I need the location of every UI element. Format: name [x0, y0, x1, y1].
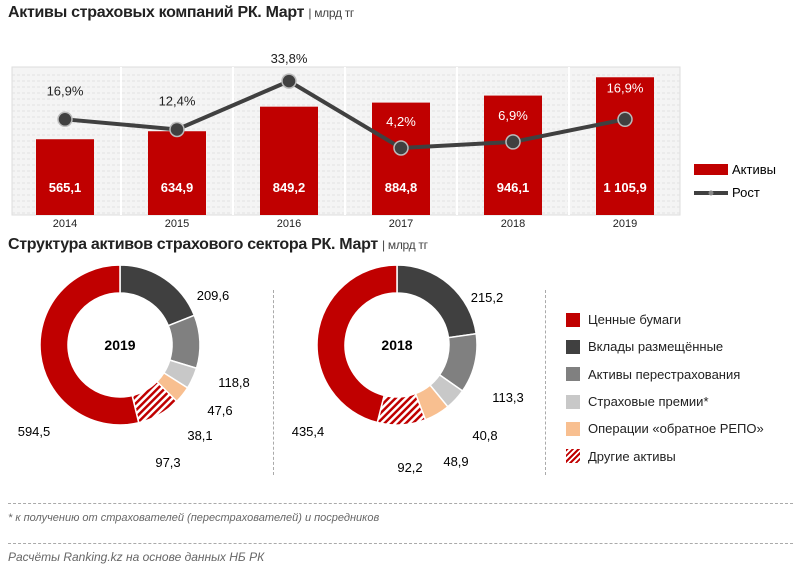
- bar-label: 849,2: [273, 180, 306, 195]
- divider: [8, 543, 793, 544]
- growth-point: [393, 140, 409, 156]
- legend-item: Ценные бумаги: [566, 306, 764, 333]
- legend-swatch: [566, 339, 580, 354]
- chart1-title: Активы страховых компаний РК. Март | млр…: [8, 4, 354, 22]
- x-tick-label: 2018: [501, 218, 525, 230]
- growth-point: [505, 134, 521, 150]
- growth-point: [169, 121, 185, 138]
- bar-2019: [596, 77, 654, 216]
- x-tick-label: 2014: [53, 218, 77, 230]
- bar-2015: [148, 131, 206, 215]
- legend-item: Вклады размещённые: [566, 333, 764, 360]
- growth-label: 6,9%: [498, 108, 528, 123]
- chart1-unit-text: млрд тг: [314, 6, 354, 20]
- growth-label: 33,8%: [271, 51, 308, 66]
- legend-swatch-assets: [694, 164, 728, 175]
- donut-label: 48,9: [443, 454, 468, 469]
- growth-point: [617, 111, 633, 128]
- legend-swatch-growth-marker: [708, 190, 714, 196]
- legend-label: Другие активы: [588, 448, 676, 464]
- legend-swatch: [566, 421, 580, 436]
- chart2-title-text: Структура активов страхового сектора РК.…: [8, 236, 378, 253]
- x-tick-label: 2019: [613, 218, 637, 230]
- x-tick-label: 2016: [277, 218, 301, 230]
- growth-point: [281, 73, 297, 89]
- bar-label: 1 105,9: [603, 180, 646, 195]
- donut-slice-5: [316, 264, 398, 424]
- legend-item: Активы перестрахования: [566, 361, 764, 388]
- legend-item: Операции «обратное РЕПО»: [566, 415, 764, 442]
- donut-label: 40,8: [472, 428, 497, 443]
- divider: [8, 503, 793, 504]
- donut-slice-5: [39, 264, 140, 426]
- bar-label: 884,8: [385, 180, 418, 195]
- bar-2018: [484, 95, 542, 215]
- donut-label: 209,6: [197, 288, 230, 303]
- bar-2016: [260, 106, 318, 215]
- donut-slice-1: [167, 314, 201, 370]
- footnote: * к получению от страхователей (перестра…: [8, 512, 380, 524]
- growth-line: [64, 78, 626, 151]
- legend-swatch: [566, 449, 580, 464]
- bar-2014: [36, 139, 94, 215]
- donut-label: 97,3: [155, 455, 180, 470]
- bar-label: 565,1: [49, 180, 82, 195]
- bar-label: 634,9: [161, 180, 194, 195]
- legend-label: Активы перестрахования: [588, 366, 741, 382]
- pie-legend: Ценные бумаги Вклады размещённые Активы …: [566, 306, 764, 470]
- donut-slice-0: [396, 264, 478, 339]
- growth-label: 16,9%: [47, 83, 84, 98]
- donut-label: 113,3: [492, 390, 524, 405]
- x-tick-label: 2015: [165, 218, 189, 230]
- growth-label: 4,2%: [386, 114, 416, 129]
- chart2-unit: | млрд тг: [382, 238, 428, 252]
- donut-slice-0: [119, 264, 196, 327]
- divider: [273, 290, 274, 475]
- bar-2017: [372, 102, 430, 215]
- donut-label: 38,1: [187, 428, 212, 443]
- legend-swatch: [566, 312, 580, 327]
- legend-label: Вклады размещённые: [588, 339, 724, 355]
- donut-center-label: 2019: [104, 337, 135, 353]
- chart2-title: Структура активов страхового сектора РК.…: [8, 236, 428, 254]
- legend-label: Страховые премии*: [588, 394, 709, 410]
- chart1-title-text: Активы страховых компаний РК. Март: [8, 4, 305, 21]
- donut-label: 435,4: [292, 424, 325, 439]
- growth-label: 12,4%: [159, 93, 196, 108]
- source-note: Расчёты Ranking.kz на основе данных НБ Р…: [8, 550, 265, 564]
- donut-center-label: 2018: [381, 337, 412, 353]
- legend-swatch: [566, 394, 580, 409]
- donut-label: 92,2: [397, 460, 422, 475]
- bar-label: 946,1: [497, 180, 530, 195]
- donut-label: 47,6: [207, 403, 232, 418]
- donut-label: 215,2: [471, 290, 504, 305]
- legend-item: Страховые премии*: [566, 388, 764, 415]
- legend-label: Ценные бумаги: [588, 312, 682, 328]
- legend-label-assets: Активы: [732, 162, 776, 177]
- legend-label: Операции «обратное РЕПО»: [588, 421, 764, 437]
- legend-item: Другие активы: [566, 442, 764, 469]
- growth-label: 16,9%: [607, 80, 644, 95]
- chart1-unit: | млрд тг: [308, 6, 354, 20]
- donut-label: 118,8: [218, 375, 250, 390]
- donut-label: 594,5: [18, 424, 51, 439]
- x-tick-label: 2017: [389, 218, 413, 230]
- legend-label-growth: Рост: [732, 185, 760, 200]
- legend-swatch: [566, 367, 580, 382]
- chart2-unit-text: млрд тг: [387, 238, 428, 252]
- divider: [545, 290, 546, 475]
- growth-point: [57, 111, 73, 128]
